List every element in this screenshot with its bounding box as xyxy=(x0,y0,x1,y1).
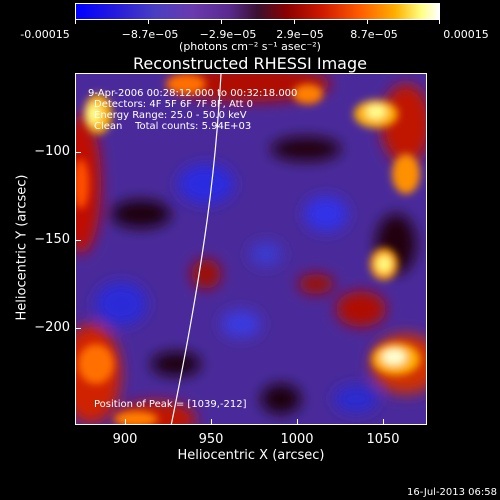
colorbar-tick-label: -0.00015 xyxy=(20,28,70,41)
x-tick-label: 1050 xyxy=(366,432,400,447)
y-tick-mark xyxy=(75,328,81,329)
colorbar-tick-mark xyxy=(221,20,222,24)
colorbar-tick-mark xyxy=(148,20,149,24)
x-tick-mark xyxy=(125,419,126,425)
y-tick-mark xyxy=(75,152,81,153)
y-tick-label: −200 xyxy=(34,320,70,335)
energy-range-label: Energy Range: 25.0 - 50.0 keV xyxy=(94,110,247,121)
colorbar-tick-mark xyxy=(367,20,368,24)
colorbar-units: (photons cm⁻² s⁻¹ asec⁻²) xyxy=(179,40,321,53)
y-tick-mark xyxy=(75,240,81,241)
x-axis-label: Heliocentric X (arcsec) xyxy=(177,448,325,463)
plot-timestamp: 16-Jul-2013 06:58 xyxy=(406,487,497,498)
rhessi-image-plot: 9-Apr-2006 00:28:12.000 to 00:32:18.000 … xyxy=(75,73,427,425)
y-axis-label: Heliocentric Y (arcsec) xyxy=(14,174,30,321)
peak-position-label: Position of Peak = [1039,-212] xyxy=(94,399,247,410)
detectors-label: Detectors: 4F 5F 6F 7F 8F, Att 0 xyxy=(94,99,254,110)
colorbar-tick-label: −2.9e−05 xyxy=(199,28,257,41)
x-tick-mark xyxy=(383,419,384,425)
colorbar-tick-label: 8.7e−05 xyxy=(350,28,398,41)
colorbar-tick-label: 0.00015 xyxy=(443,28,489,41)
x-tick-label: 950 xyxy=(198,432,224,447)
x-tick-mark xyxy=(297,419,298,425)
colorbar xyxy=(75,3,440,20)
colorbar-tick-label: −8.7e−05 xyxy=(121,28,179,41)
colorbar-tick-label: 2.9e−05 xyxy=(276,28,324,41)
rhessi-image xyxy=(76,74,426,424)
colorbar-tick-mark xyxy=(439,20,440,24)
colorbar-tick-mark xyxy=(75,20,76,24)
x-tick-label: 1000 xyxy=(280,432,314,447)
colorbar-tick-mark xyxy=(294,20,295,24)
time-range-label: 9-Apr-2006 00:28:12.000 to 00:32:18.000 xyxy=(88,88,298,99)
image-title: Reconstructed RHESSI Image xyxy=(133,54,367,73)
x-tick-mark xyxy=(211,419,212,425)
clean-counts-label: Clean Total counts: 5.94E+03 xyxy=(94,121,252,132)
y-tick-label: −150 xyxy=(34,232,70,247)
x-tick-label: 900 xyxy=(112,432,138,447)
y-tick-label: −100 xyxy=(34,144,70,159)
